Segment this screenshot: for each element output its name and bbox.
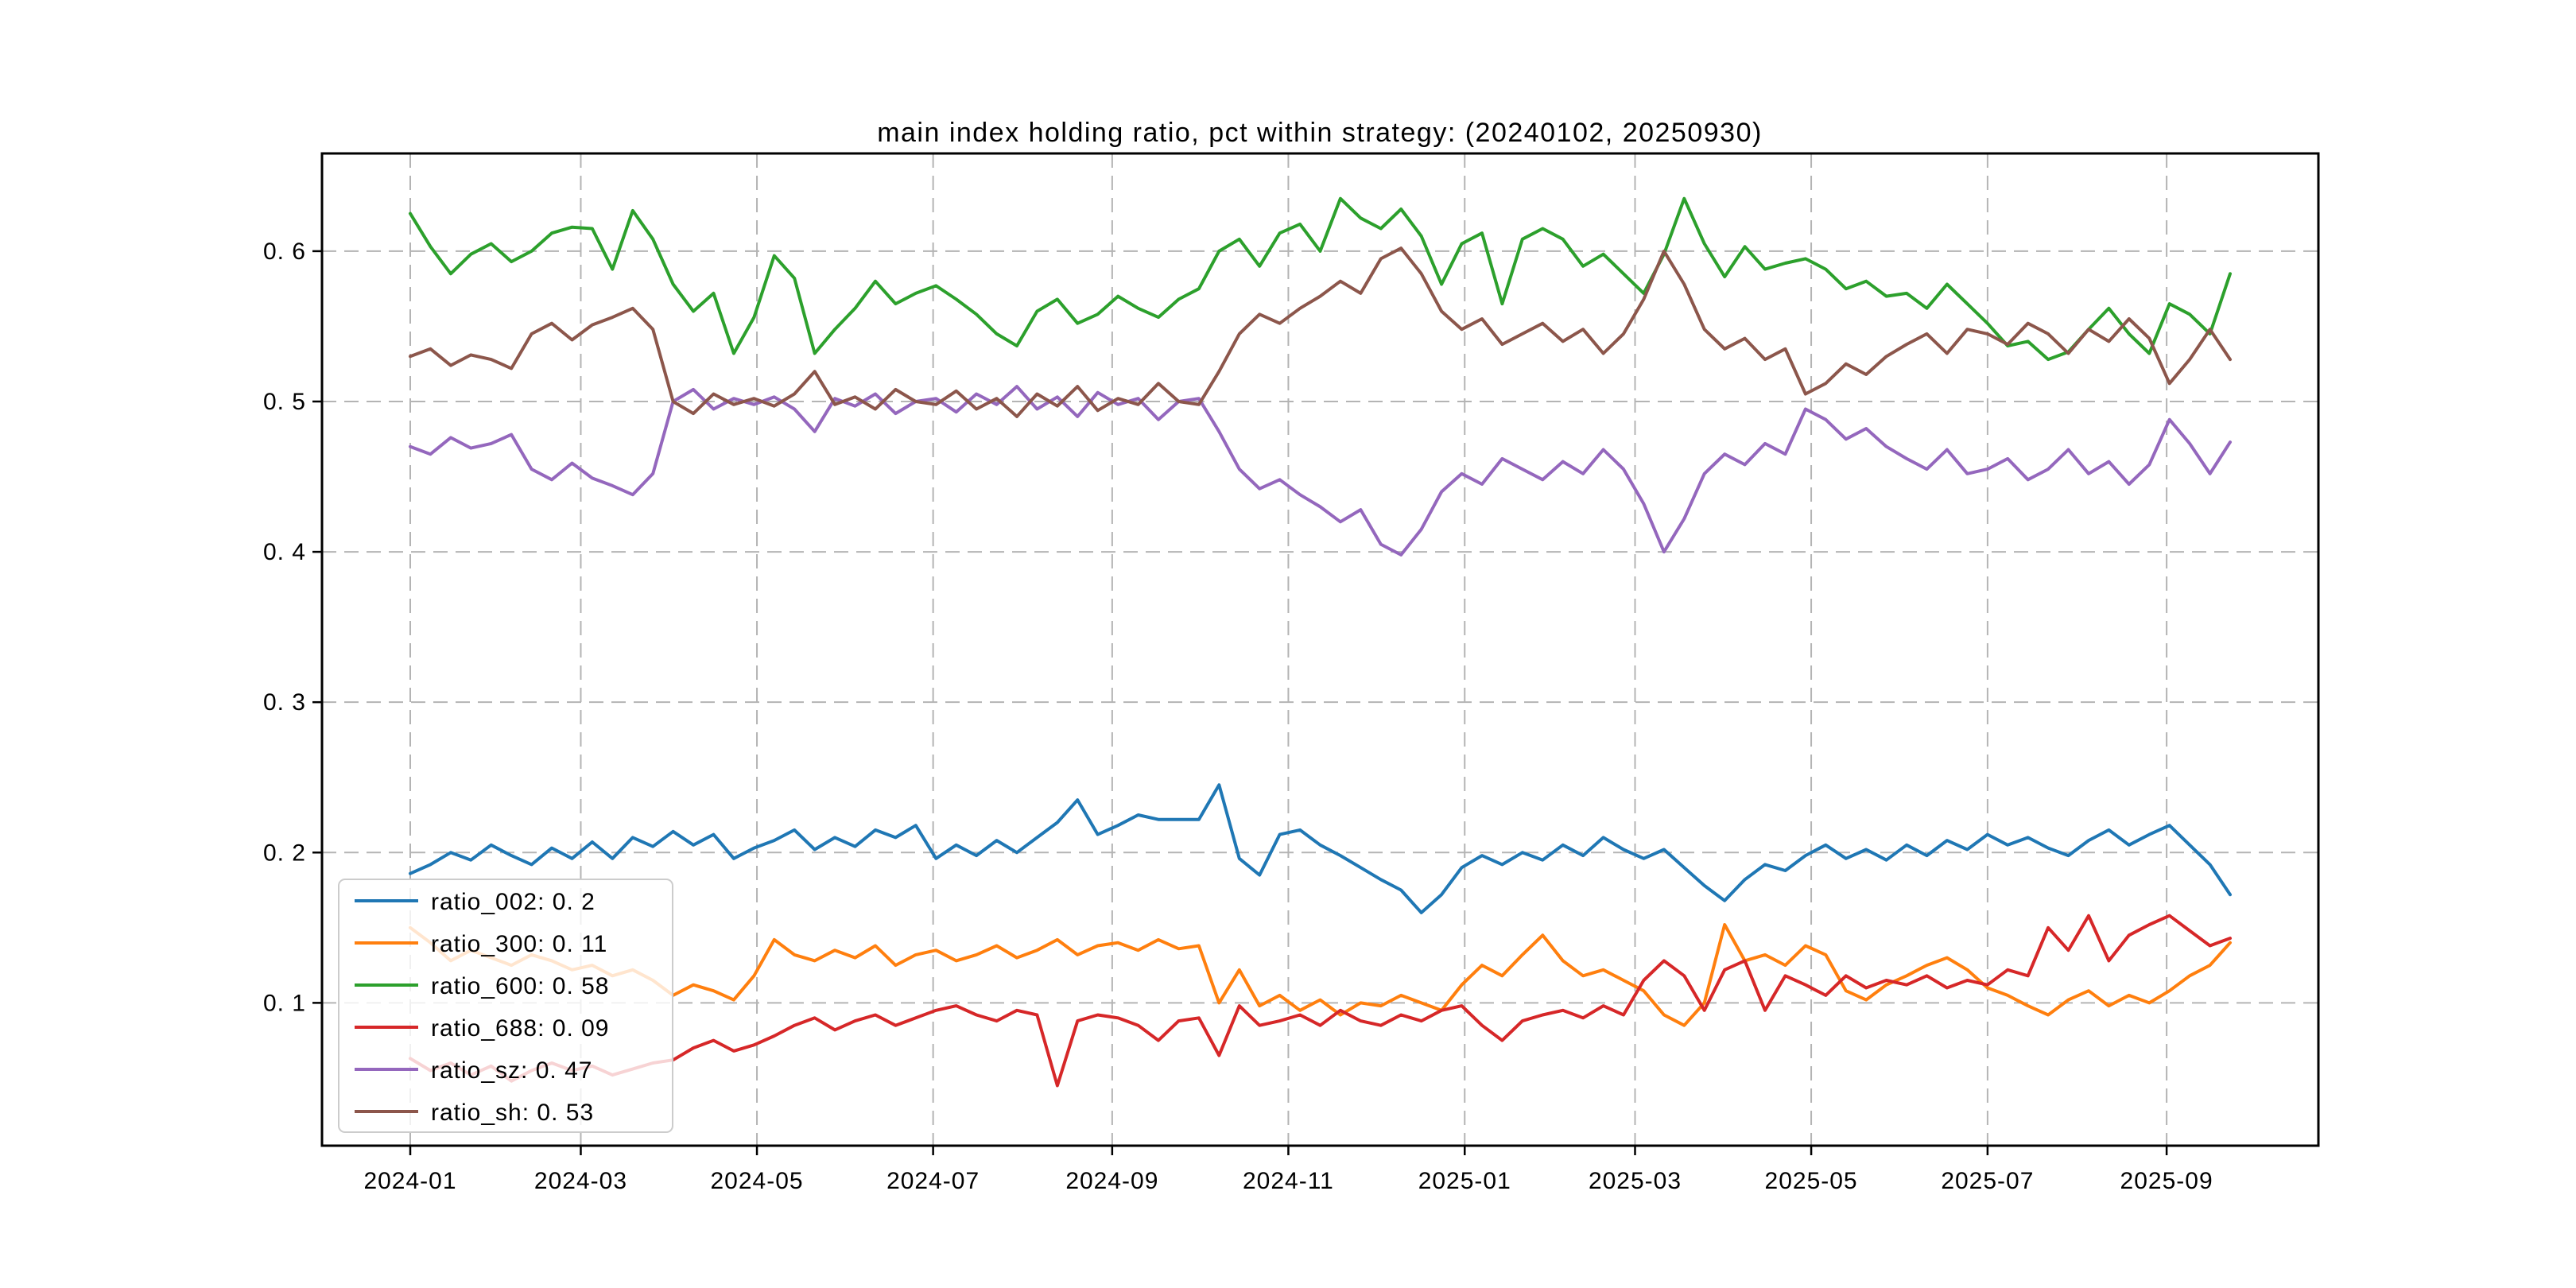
- y-tick-label: 0. 1: [263, 990, 306, 1016]
- x-tick-label: 2025-05: [1765, 1168, 1858, 1194]
- legend-label-ratio_600: ratio_600: 0. 58: [431, 973, 610, 999]
- series-line-ratio_600: [409, 196, 2232, 362]
- axes-spines: [320, 152, 2320, 1147]
- axes-layer: 2024-01 2024-03 2024-05 2024-07 2024-09 2024-…: [263, 152, 2320, 1194]
- legend-label-ratio_sh: ratio_sh: 0. 53: [431, 1100, 594, 1126]
- legend-label-ratio_002: ratio_002: 0. 2: [431, 889, 596, 915]
- legend-label-ratio_300: ratio_300: 0. 11: [431, 931, 607, 957]
- legend-label-ratio_688: ratio_688: 0. 09: [431, 1015, 610, 1042]
- series-line-ratio_sh: [409, 246, 2232, 418]
- series-line-ratio_688: [409, 914, 2232, 1088]
- x-tick-label: 2025-09: [2120, 1168, 2213, 1194]
- legend-box: [338, 879, 673, 1133]
- legend-label-ratio_sz: ratio_sz: 0. 47: [431, 1057, 592, 1084]
- x-tick-label: 2024-07: [886, 1168, 980, 1194]
- x-tick-label: 2024-05: [710, 1168, 803, 1194]
- x-tick-label: 2025-01: [1418, 1168, 1511, 1194]
- series-line-ratio_sz: [409, 385, 2232, 557]
- x-tick-label: 2025-07: [1941, 1168, 2034, 1194]
- chart-title: main index holding ratio, pct within str…: [877, 118, 1763, 148]
- y-tick-label: 0. 3: [263, 689, 306, 716]
- legend: ratio_002: 0. 2 ratio_300: 0. 11 ratio_600…: [338, 879, 673, 1133]
- y-tick-label: 0. 2: [263, 840, 306, 866]
- y-tick-label: 0. 4: [263, 539, 306, 565]
- series-line-ratio_002: [409, 783, 2232, 914]
- x-tick-label: 2024-09: [1065, 1168, 1158, 1194]
- series-layer: [409, 196, 2232, 1088]
- x-tick-label: 2024-01: [363, 1168, 456, 1194]
- x-tick-label: 2024-03: [534, 1168, 627, 1194]
- series-line-ratio_300: [409, 923, 2232, 1027]
- x-tick-label: 2025-03: [1589, 1168, 1682, 1194]
- x-tick-label: 2024-11: [1243, 1168, 1334, 1194]
- y-tick-label: 0. 5: [263, 389, 306, 415]
- y-tick-label: 0. 6: [263, 239, 306, 265]
